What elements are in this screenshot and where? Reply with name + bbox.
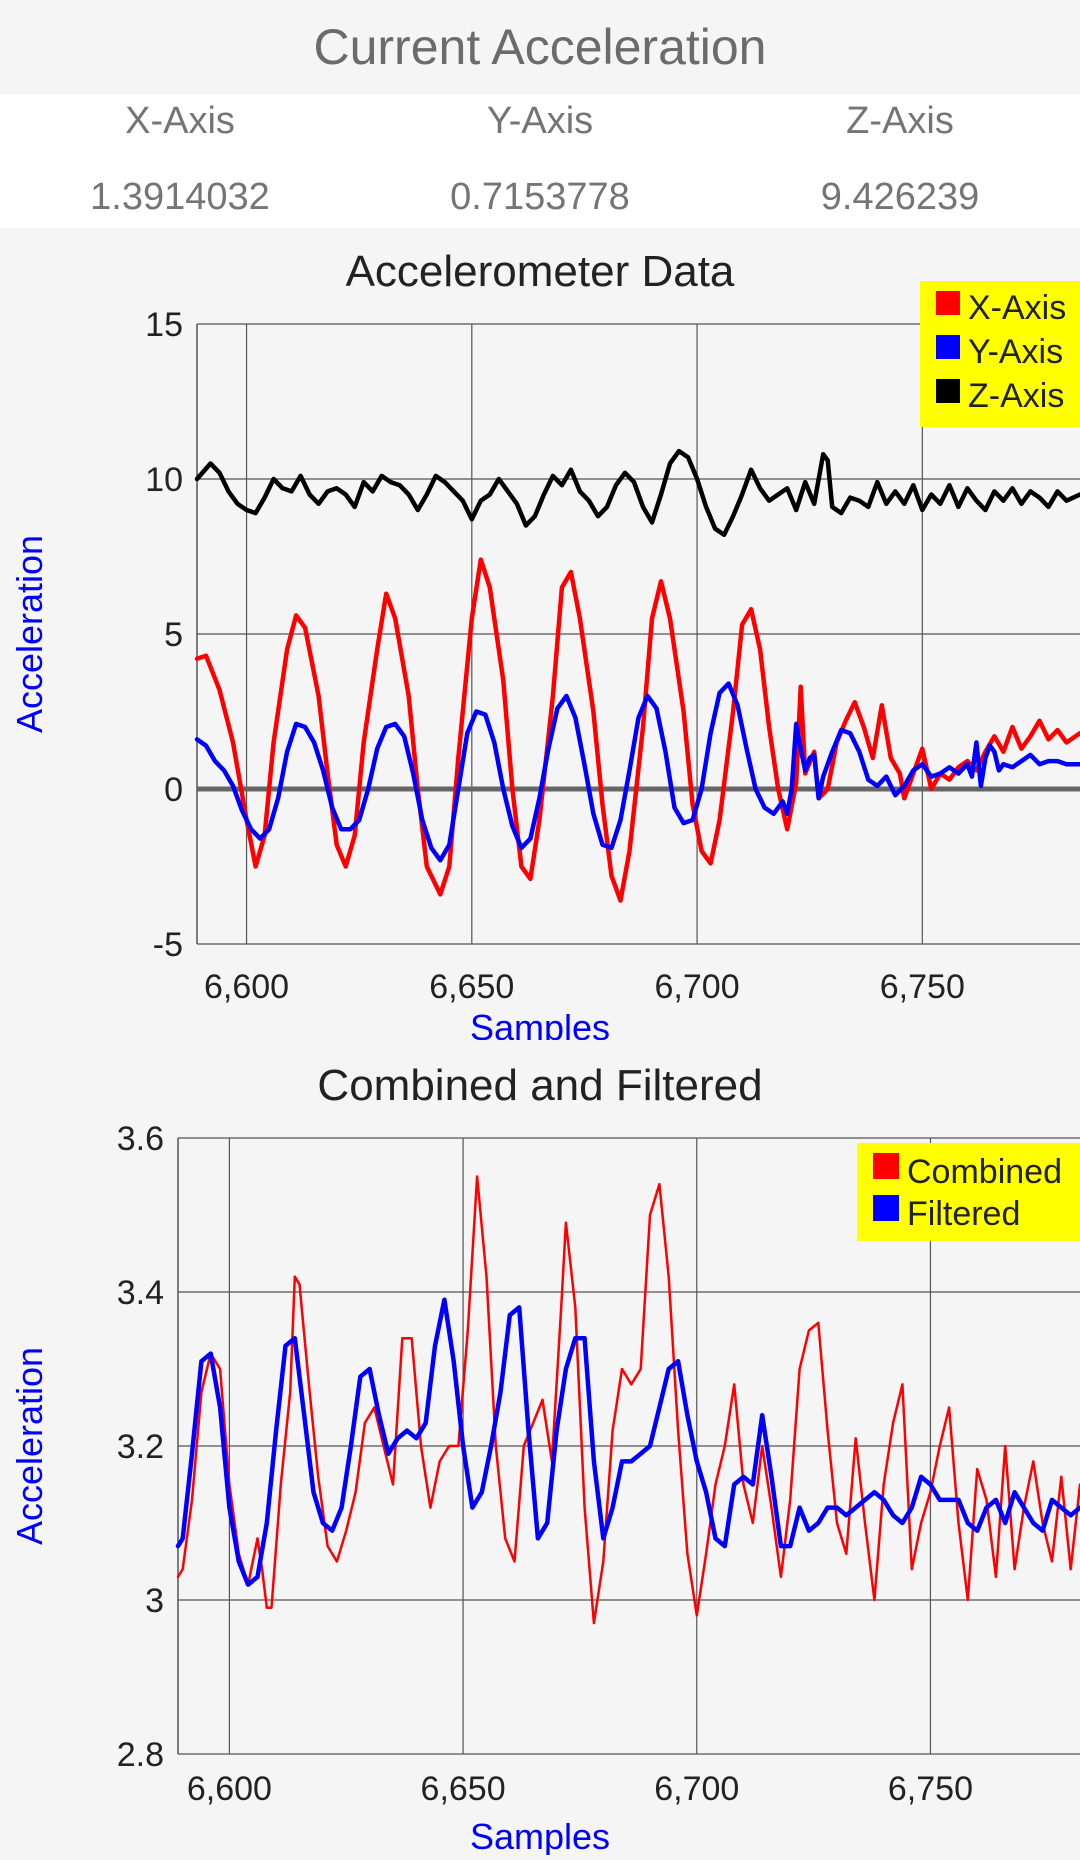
x-tick-label: 6,600 xyxy=(204,968,289,1006)
y-axis-title: Acceleration xyxy=(9,535,50,733)
legend-label: Y-Axis xyxy=(968,333,1063,371)
header: Current Acceleration xyxy=(0,0,1080,94)
y-tick-label: 15 xyxy=(145,306,183,344)
legend-label: Z-Axis xyxy=(968,377,1064,415)
y-tick-label: 3.6 xyxy=(117,1120,164,1158)
x-axis-label: X-Axis xyxy=(125,100,235,142)
legend-label: Combined xyxy=(907,1153,1062,1191)
x-tick-label: 6,700 xyxy=(655,968,740,1006)
series-line-x-axis xyxy=(194,557,1080,903)
y-tick-label: 10 xyxy=(145,461,183,499)
accelerometer-chart-container: Accelerometer Data 6,600 6,650 6,700 6,750 -5… xyxy=(0,228,1080,1048)
y-axis-title: Acceleration xyxy=(9,1347,50,1545)
chart-title: Accelerometer Data xyxy=(346,247,735,296)
y-tick-label: 3 xyxy=(145,1582,164,1620)
x-tick-label: 6,700 xyxy=(654,1770,739,1808)
y-tick-label: 3.2 xyxy=(117,1428,164,1466)
y-axis-value: 0.7153778 xyxy=(450,176,630,218)
combined-filtered-chart: Combined and Filtered 6,600 6,650 6,700 6,75… xyxy=(9,1061,1080,1857)
y-tick-label: 5 xyxy=(164,616,183,654)
legend-label: X-Axis xyxy=(968,289,1066,327)
series-line-y-axis xyxy=(194,681,1080,863)
legend-label: Filtered xyxy=(907,1195,1020,1233)
series-line-z-axis xyxy=(194,448,1080,538)
y-tick-label: 0 xyxy=(164,771,183,809)
current-acceleration-panel: X-Axis 1.3914032 Y-Axis 0.7153778 Z-Axis… xyxy=(0,94,1080,228)
y-axis-label: Y-Axis xyxy=(486,100,594,142)
x-tick-label: 6,650 xyxy=(429,968,514,1006)
z-axis-value: 9.426239 xyxy=(820,176,980,218)
z-axis-label: Z-Axis xyxy=(846,100,954,142)
x-tick-label: 6,750 xyxy=(888,1770,973,1808)
x-axis-title: Samples xyxy=(470,1816,610,1855)
x-tick-label: 6,650 xyxy=(421,1770,506,1808)
accelerometer-chart: Accelerometer Data 6,600 6,650 6,700 6,750 -5… xyxy=(9,247,1080,1048)
legend-swatch xyxy=(936,291,960,315)
x-axis-value: 1.3914032 xyxy=(90,176,270,218)
x-tick-label: 6,750 xyxy=(880,968,965,1006)
y-tick-label: 2.8 xyxy=(117,1736,164,1774)
series-line-combined xyxy=(176,1175,1080,1625)
legend-swatch xyxy=(873,1195,899,1221)
x-axis-title: Samples xyxy=(470,1007,610,1040)
legend-swatch xyxy=(873,1153,899,1179)
chart-title: Combined and Filtered xyxy=(317,1061,762,1110)
page-title: Current Acceleration xyxy=(313,19,767,75)
legend-swatch xyxy=(936,335,960,359)
y-tick-label: 3.4 xyxy=(117,1274,164,1312)
x-tick-label: 6,600 xyxy=(187,1770,272,1808)
series-line-filtered xyxy=(175,1297,1080,1587)
combined-filtered-chart-container: Combined and Filtered 6,600 6,650 6,700 6,75… xyxy=(0,1040,1080,1857)
y-tick-label: -5 xyxy=(153,926,183,964)
legend-swatch xyxy=(936,379,960,403)
